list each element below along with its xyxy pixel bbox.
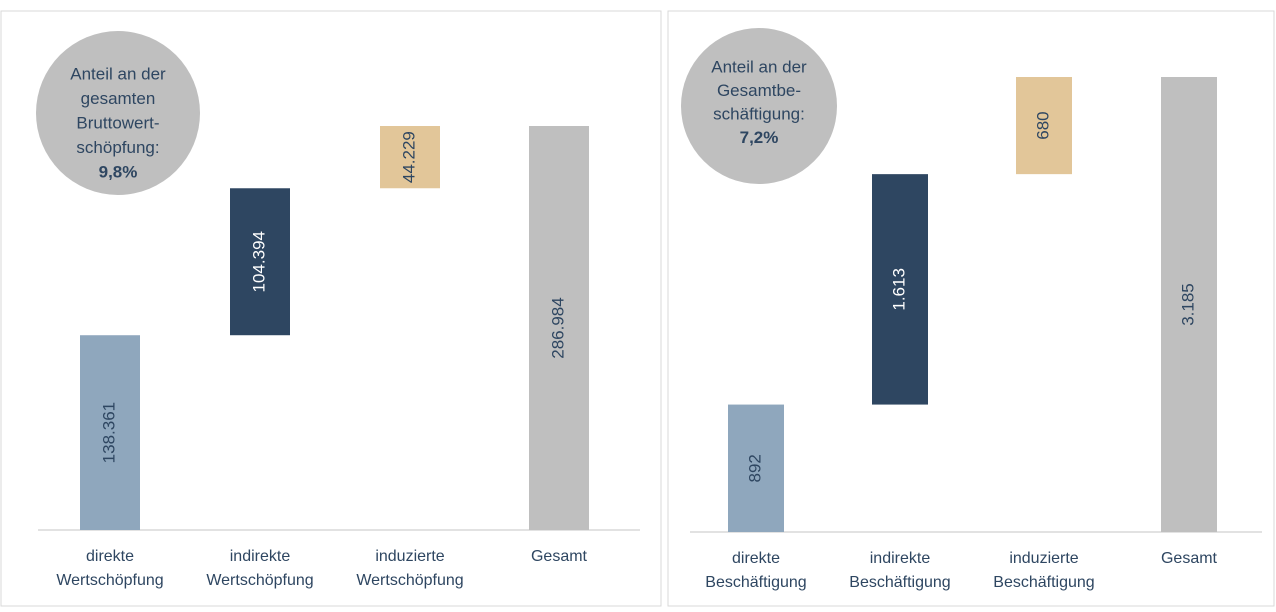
panel: [667, 10, 1275, 607]
annotation-circle: [681, 28, 837, 184]
x-tick-label: Gesamt: [531, 548, 588, 565]
bar: [80, 335, 140, 530]
annotation: schöpfung:: [76, 138, 159, 157]
x-tick-label: direkte Beschäftigung: [705, 550, 806, 591]
bar: [1161, 77, 1217, 532]
x-tick-label: direkte Wertschöpfung: [56, 548, 163, 589]
bar: [872, 174, 928, 405]
x-tick-label: indirekte Wertschöpfung: [206, 548, 313, 589]
annotation: 7,2%: [740, 128, 779, 147]
value-label: 1.613: [889, 268, 908, 311]
annotation-circle: [36, 31, 200, 195]
value-label: 286.984: [548, 297, 567, 358]
bar: [529, 126, 589, 530]
bar: [380, 126, 440, 189]
bar: [728, 404, 784, 532]
annotation: gesamten: [81, 89, 156, 108]
x-tick-label: induzierte Beschäftigung: [993, 550, 1094, 591]
value-label: 892: [745, 454, 764, 482]
panel: [0, 10, 662, 607]
annotation: Anteil an der: [70, 64, 166, 83]
bar: [1016, 77, 1072, 175]
x-tick-label: induzierte Wertschöpfung: [356, 548, 463, 589]
annotation: Bruttowert-: [76, 113, 159, 132]
value-label: 104.394: [249, 231, 268, 292]
annotation: schäftigung:: [713, 104, 805, 123]
bar: [230, 188, 290, 336]
value-label: 44.229: [399, 131, 418, 183]
value-label: 3.185: [1178, 283, 1197, 326]
x-tick-label: indirekte Beschäftigung: [849, 550, 950, 591]
value-label: 138.361: [99, 402, 118, 463]
annotation: Anteil an der: [711, 57, 807, 76]
annotation: 9,8%: [99, 162, 138, 181]
value-label: 680: [1033, 111, 1052, 139]
x-tick-label: Gesamt: [1161, 550, 1218, 567]
annotation: Gesamtbe-: [717, 81, 801, 100]
